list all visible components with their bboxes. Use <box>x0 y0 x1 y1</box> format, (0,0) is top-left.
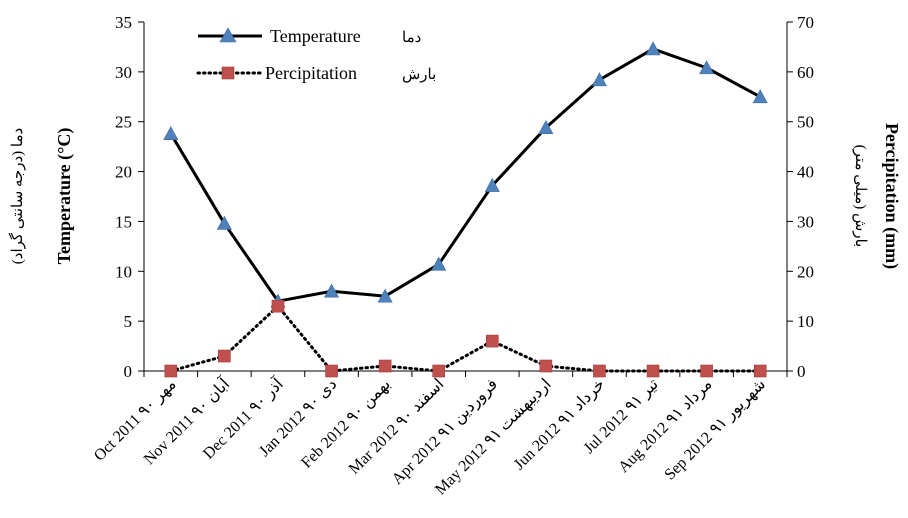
right-axis-title-fa: بارش (میلی متر) <box>852 145 868 248</box>
temperature-point <box>377 288 393 303</box>
series-line-percipitation <box>169 304 762 373</box>
precipitation-point <box>646 364 660 378</box>
series-lines <box>169 47 762 373</box>
legend-precipitation-marker <box>221 66 235 80</box>
left-axis-title-fa: دما (درجه سانتی گراد) <box>8 128 26 264</box>
temperature-point <box>645 41 661 56</box>
temperature-point <box>324 283 340 298</box>
left-tick-label: 15 <box>115 212 132 231</box>
left-tick-label: 25 <box>115 113 132 132</box>
precipitation-point <box>218 349 231 363</box>
right-tick-label: 20 <box>797 262 814 281</box>
precipitation-point <box>485 334 499 348</box>
precipitation-point <box>593 364 606 378</box>
legend: Temperature دما Percipitation بارش <box>196 26 436 83</box>
precipitation-point <box>164 364 178 378</box>
right-tick-label: 50 <box>797 113 814 132</box>
temperature-point <box>591 72 607 87</box>
right-tick-label: 0 <box>797 362 806 381</box>
left-tick-label: 20 <box>115 163 132 182</box>
left-tick-label: 10 <box>115 262 132 281</box>
temperature-point <box>538 120 554 134</box>
left-tick-label: 5 <box>124 312 133 331</box>
x-category-label: Mar 2012 اسفند ۹۰ <box>346 376 448 478</box>
left-axis-title: Temperature (°C) <box>54 128 75 265</box>
x-category-label: Sep 2012 شهریور ۹۱ <box>661 376 769 484</box>
left-tick-label: 0 <box>124 362 133 381</box>
legend-precipitation-label-fa: بارش <box>402 67 436 83</box>
temperature-point <box>431 256 447 271</box>
right-axis-title: Percipitation (mm) <box>881 123 902 269</box>
x-category-label: Apr 2012 فروردین ۹۱ <box>389 376 501 488</box>
right-tick-label: 30 <box>797 212 814 231</box>
legend-temperature-label: Temperature <box>270 26 361 46</box>
x-category-label: Aug 2012 مرداد ۹۱ <box>615 376 715 476</box>
right-tick-label: 60 <box>797 63 814 82</box>
series-line-temperature <box>169 47 761 303</box>
left-tick-label: 35 <box>115 13 132 32</box>
temperature-point <box>484 177 500 192</box>
temperature-point <box>699 60 715 75</box>
left-tick-label: 30 <box>115 63 132 82</box>
precipitation-point <box>539 359 553 373</box>
left-axis-ticks: 0 5 10 15 20 25 30 35 <box>115 13 144 381</box>
right-tick-label: 10 <box>797 312 814 331</box>
precipitation-point <box>378 359 392 373</box>
legend-temperature-marker <box>219 27 237 43</box>
temperature-point <box>163 126 179 140</box>
x-category-label: Jun 2012 خرداد ۹۱ <box>511 376 608 473</box>
right-tick-label: 70 <box>797 13 814 32</box>
temperature-point <box>752 89 768 104</box>
precipitation-point <box>271 299 285 313</box>
series-markers <box>163 41 768 378</box>
precipitation-point <box>432 364 446 378</box>
legend-temperature-label-fa: دما <box>402 30 421 46</box>
precipitation-point <box>700 364 713 378</box>
precipitation-point <box>753 364 767 378</box>
right-axis-ticks: 0 10 20 30 40 50 60 70 <box>787 13 814 381</box>
right-tick-label: 40 <box>797 163 814 182</box>
legend-precipitation-label: Percipitation <box>265 63 357 83</box>
temperature-point <box>216 215 232 230</box>
precipitation-point <box>325 364 338 378</box>
x-category-label: Feb 2012 بهمن ۹۰ <box>298 376 394 472</box>
